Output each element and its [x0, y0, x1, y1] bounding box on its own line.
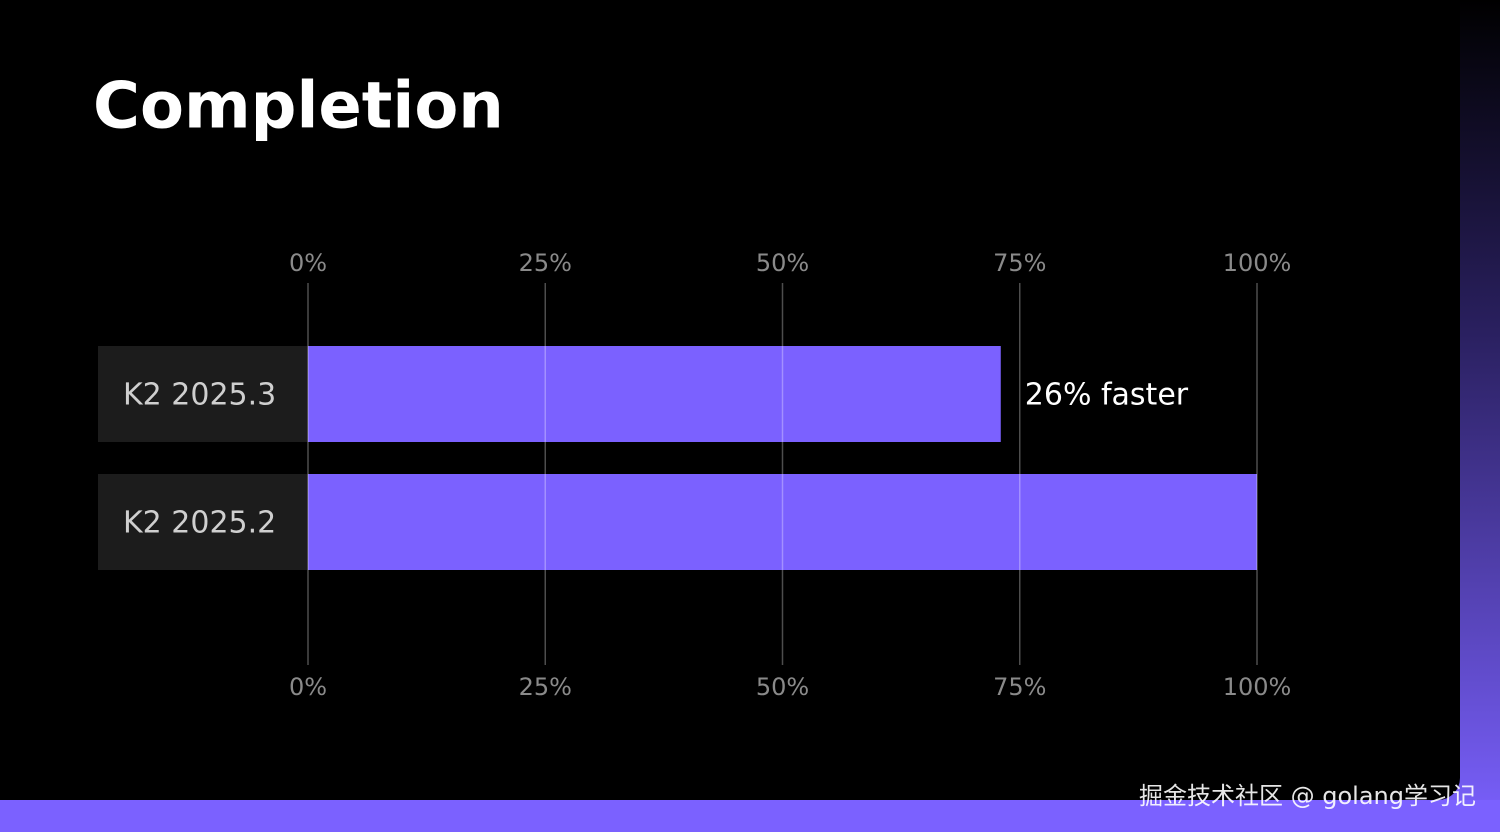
x-tick-label: 100% [1223, 673, 1292, 701]
chart-title: Completion [93, 70, 504, 144]
x-tick-label: 100% [1223, 249, 1292, 277]
x-tick-label: 0% [289, 673, 327, 701]
annotation: 26% faster [1025, 378, 1189, 413]
label-box [98, 474, 308, 570]
watermark: 掘金技术社区 @ golang学习记 [1139, 782, 1476, 810]
x-tick-label: 25% [519, 249, 572, 277]
category-label: K2 2025.3 [123, 378, 276, 413]
x-tick-label: 0% [289, 249, 327, 277]
x-tick-label: 50% [756, 249, 809, 277]
category-label: K2 2025.2 [123, 506, 276, 541]
x-tick-label: 75% [993, 249, 1046, 277]
label-box [98, 346, 308, 442]
chart: Completion K2 2025.3 K2 2025.2 0% 0% 25% 25% 5… [93, 70, 1292, 701]
bottom-strip [0, 800, 1500, 832]
bar [308, 346, 1001, 442]
x-tick-label: 25% [519, 673, 572, 701]
x-tick-label: 75% [993, 673, 1046, 701]
bar [308, 474, 1257, 570]
x-tick-label: 50% [756, 673, 809, 701]
